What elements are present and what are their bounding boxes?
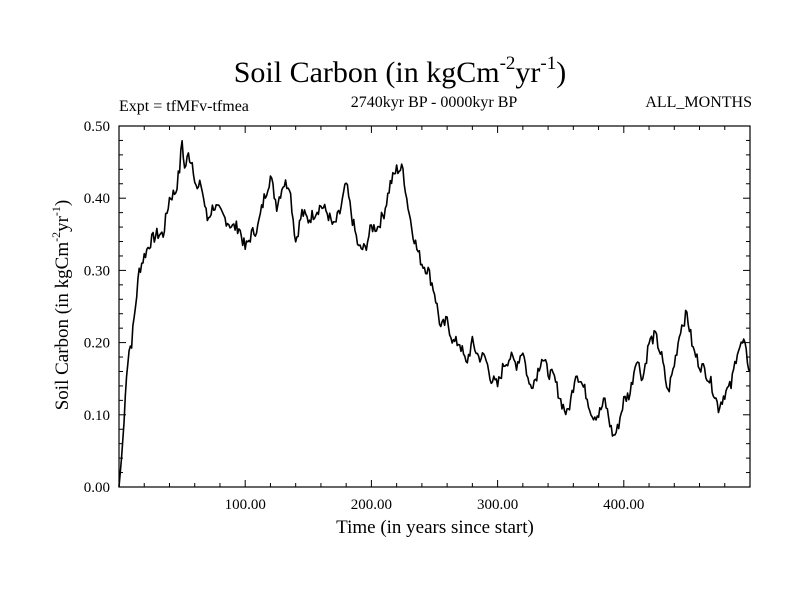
data-layer (118, 140, 751, 488)
x-tick-label: 400.00 (603, 497, 644, 513)
x-tick-label: 300.00 (477, 497, 518, 513)
series-line (118, 140, 751, 488)
x-tick-label: 100.00 (225, 497, 266, 513)
period-label: 2740kyr BP - 0000kyr BP (350, 94, 518, 111)
x-axis-label: Time (in years since start) (336, 517, 534, 538)
chart-title: Soil Carbon (in kgCm-2yr-1) (233, 53, 567, 89)
y-tick-label: 0.10 (84, 408, 110, 424)
months-label: ALL_MONTHS (645, 94, 752, 111)
axis-ticks: 100.00 200.00 300.00 400.00 0.00 0.10 0.20 0.30… (84, 119, 750, 513)
experiment-label: Expt = tfMFv-tfmea (119, 98, 249, 115)
y-axis-label: Soil Carbon (in kgCm-2yr-1) (49, 199, 73, 411)
y-tick-label: 0.20 (84, 336, 110, 352)
y-tick-label: 0.00 (84, 480, 110, 496)
plot-frame (118, 125, 751, 488)
y-tick-label: 0.30 (84, 263, 110, 279)
x-tick-label: 200.00 (351, 497, 392, 513)
y-tick-label: 0.40 (84, 191, 110, 207)
y-tick-label: 0.50 (84, 119, 110, 135)
